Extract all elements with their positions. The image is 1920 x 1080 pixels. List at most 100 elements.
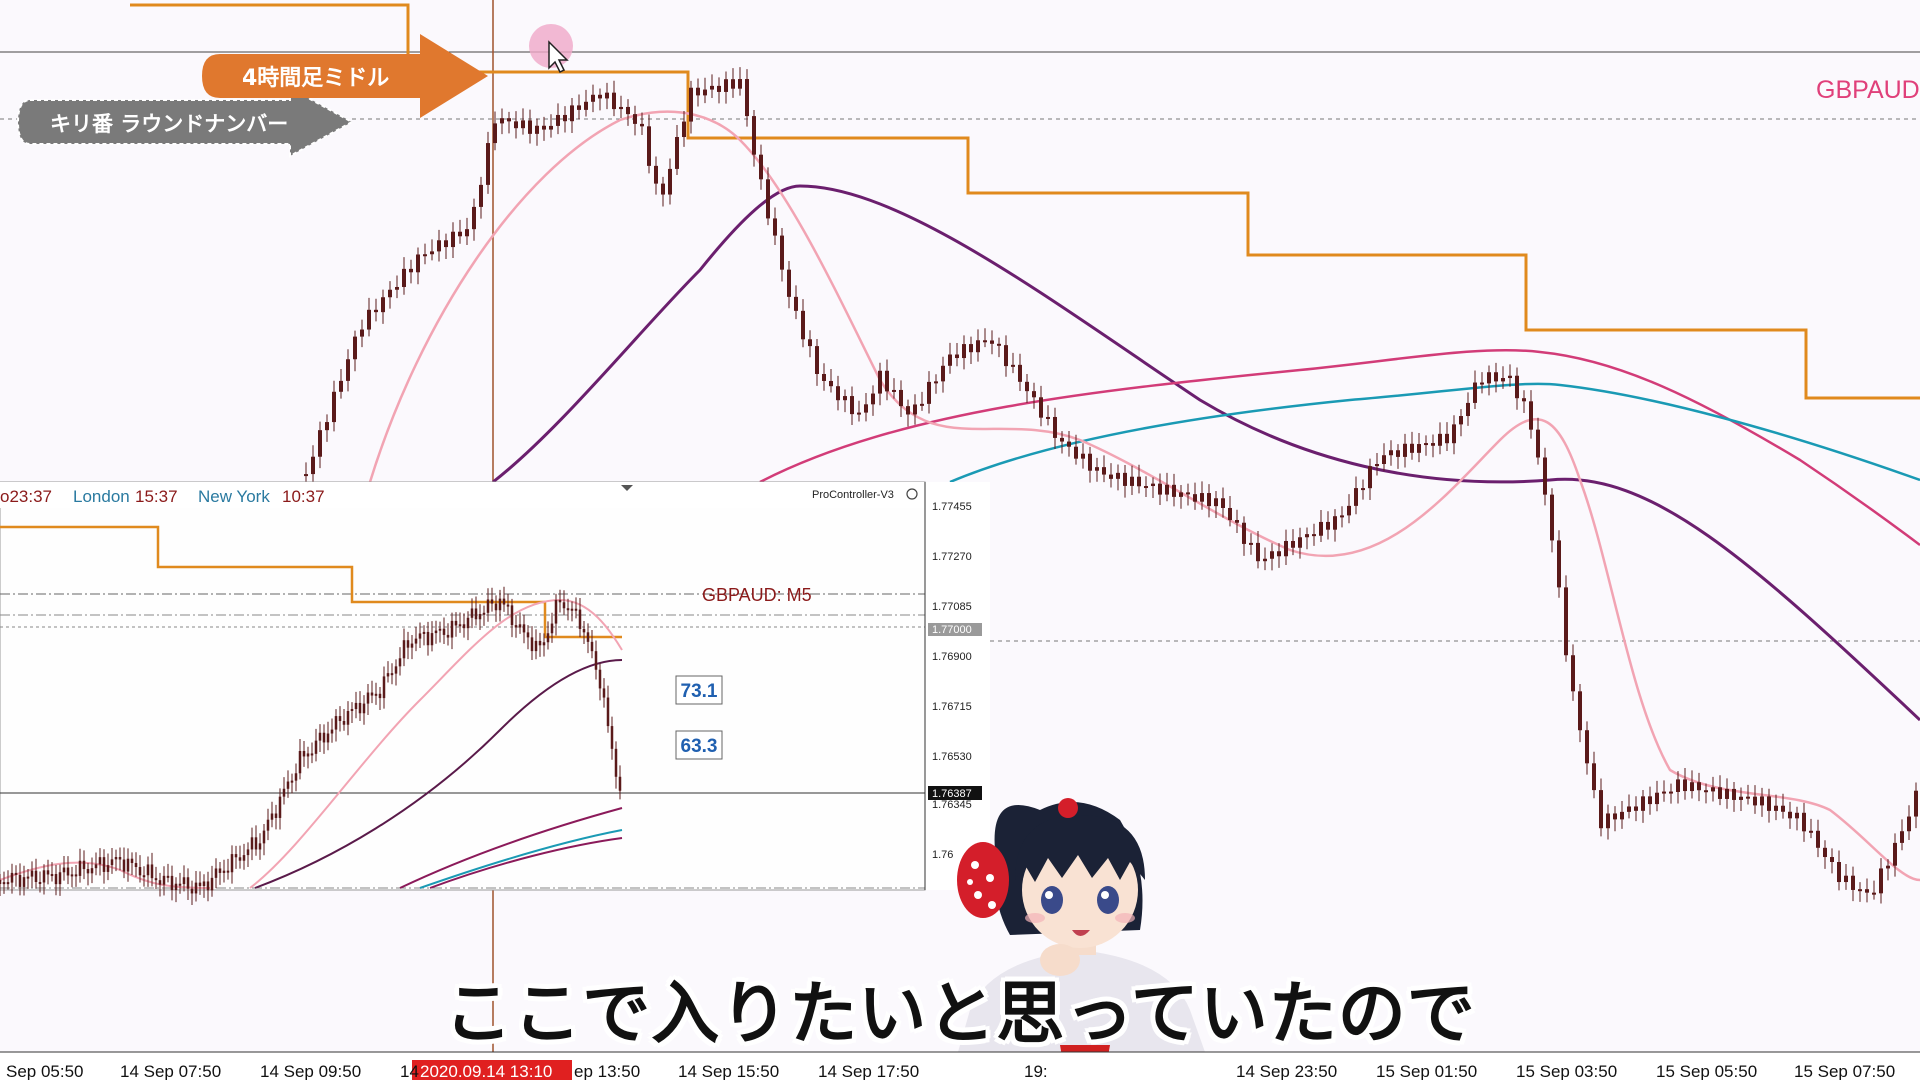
candle-body	[934, 381, 938, 384]
candle-body	[1711, 787, 1715, 792]
candle-body	[1088, 453, 1092, 471]
candle-body	[590, 641, 594, 652]
candle-body	[286, 781, 290, 789]
candle-body	[409, 268, 413, 273]
price-label: 1.76530	[932, 751, 972, 763]
candle-body	[526, 632, 530, 638]
candle-body	[878, 370, 882, 394]
candle-body	[62, 867, 66, 873]
candle-body	[1900, 831, 1904, 843]
candle-body	[1046, 416, 1050, 419]
time-highlight-badge	[412, 1060, 572, 1080]
candle-body	[941, 365, 945, 382]
candle-body	[302, 751, 306, 757]
candle-body	[1081, 453, 1085, 459]
candle-body	[318, 430, 322, 457]
candle-body	[1557, 540, 1561, 588]
candle-body	[1459, 416, 1463, 425]
candle-body	[494, 603, 498, 611]
candle-body	[510, 605, 514, 626]
candle-body	[1207, 493, 1211, 507]
candle-body	[1403, 443, 1407, 457]
candle-body	[570, 105, 574, 122]
candle-body	[682, 121, 686, 138]
candle-body	[502, 598, 506, 605]
candle-body	[230, 854, 234, 873]
candle-body	[242, 855, 246, 861]
candle-body	[1158, 483, 1162, 495]
candle-body	[366, 692, 370, 704]
candle-body	[1368, 466, 1372, 489]
candle-body	[438, 628, 442, 631]
pink-ma	[368, 110, 1920, 882]
candle-body	[1074, 446, 1078, 459]
candle-body	[563, 114, 567, 122]
candle-body	[388, 289, 392, 298]
candle-body	[1193, 494, 1197, 502]
candle-body	[738, 79, 742, 89]
candle-body	[710, 85, 714, 90]
candle-body	[462, 624, 466, 629]
candle-body	[578, 609, 582, 629]
candle-body	[202, 881, 206, 886]
candle-body	[1249, 542, 1253, 545]
candle-body	[1011, 364, 1015, 367]
candle-body	[170, 875, 174, 891]
candle-body	[270, 813, 274, 820]
candle-body	[311, 456, 315, 475]
candle-body	[1095, 467, 1099, 471]
candle-body	[1515, 375, 1519, 399]
candle-body	[390, 673, 394, 676]
candle-body	[514, 121, 518, 129]
clock-london-time: 15:37	[135, 487, 178, 506]
candle-body	[339, 380, 343, 392]
candle-body	[394, 666, 398, 674]
candle-body	[780, 235, 784, 270]
candle-body	[717, 85, 721, 92]
time-tick: 15 Sep 05:50	[1656, 1062, 1757, 1080]
candle-body	[406, 640, 410, 648]
candle-body	[398, 658, 402, 667]
candle-body	[577, 105, 581, 110]
candle-body	[6, 882, 10, 885]
candle-body	[402, 640, 406, 659]
candle-body	[90, 868, 94, 874]
inset-chart: o23:37 London 15:37 New York 10:37 ProCo…	[0, 481, 990, 906]
purple-ma	[492, 184, 1920, 722]
time-tick: 15 Sep 01:50	[1376, 1062, 1477, 1080]
candle-body	[1186, 492, 1190, 495]
main-candles	[304, 67, 1918, 904]
candle-body	[486, 599, 490, 613]
candle-body	[1179, 492, 1183, 497]
time-axis: Sep 05:50 14 Sep 07:50 14 Sep 09:50 14 e…	[6, 1062, 1895, 1080]
candle-body	[1277, 551, 1281, 557]
candle-body	[374, 309, 378, 313]
candle-body	[586, 632, 590, 642]
candle-body	[1851, 875, 1855, 890]
candle-body	[190, 888, 194, 894]
candle-body	[1172, 484, 1176, 497]
candle-body	[470, 608, 474, 618]
candle-body	[130, 858, 134, 864]
candle-body	[787, 269, 791, 297]
candle-body	[1760, 796, 1764, 806]
candle-body	[598, 94, 602, 99]
price-label: 1.76345	[932, 799, 972, 811]
candle-body	[843, 396, 847, 401]
candle-body	[325, 422, 329, 431]
candle-body	[1235, 520, 1239, 523]
price-label: 1.76900	[932, 651, 972, 663]
candle-body	[46, 870, 50, 875]
candle-body	[1613, 813, 1617, 820]
candle-body	[346, 359, 350, 381]
candle-body	[422, 631, 426, 634]
value-box-1	[675, 675, 723, 705]
candle-body	[602, 688, 606, 698]
candle-body	[226, 870, 230, 873]
clock-newyork-label: New York	[198, 487, 270, 506]
candle-body	[535, 125, 539, 134]
candle-body	[1333, 516, 1337, 530]
candle-body	[836, 386, 840, 401]
candle-body	[562, 602, 566, 609]
candle-body	[1564, 587, 1568, 656]
